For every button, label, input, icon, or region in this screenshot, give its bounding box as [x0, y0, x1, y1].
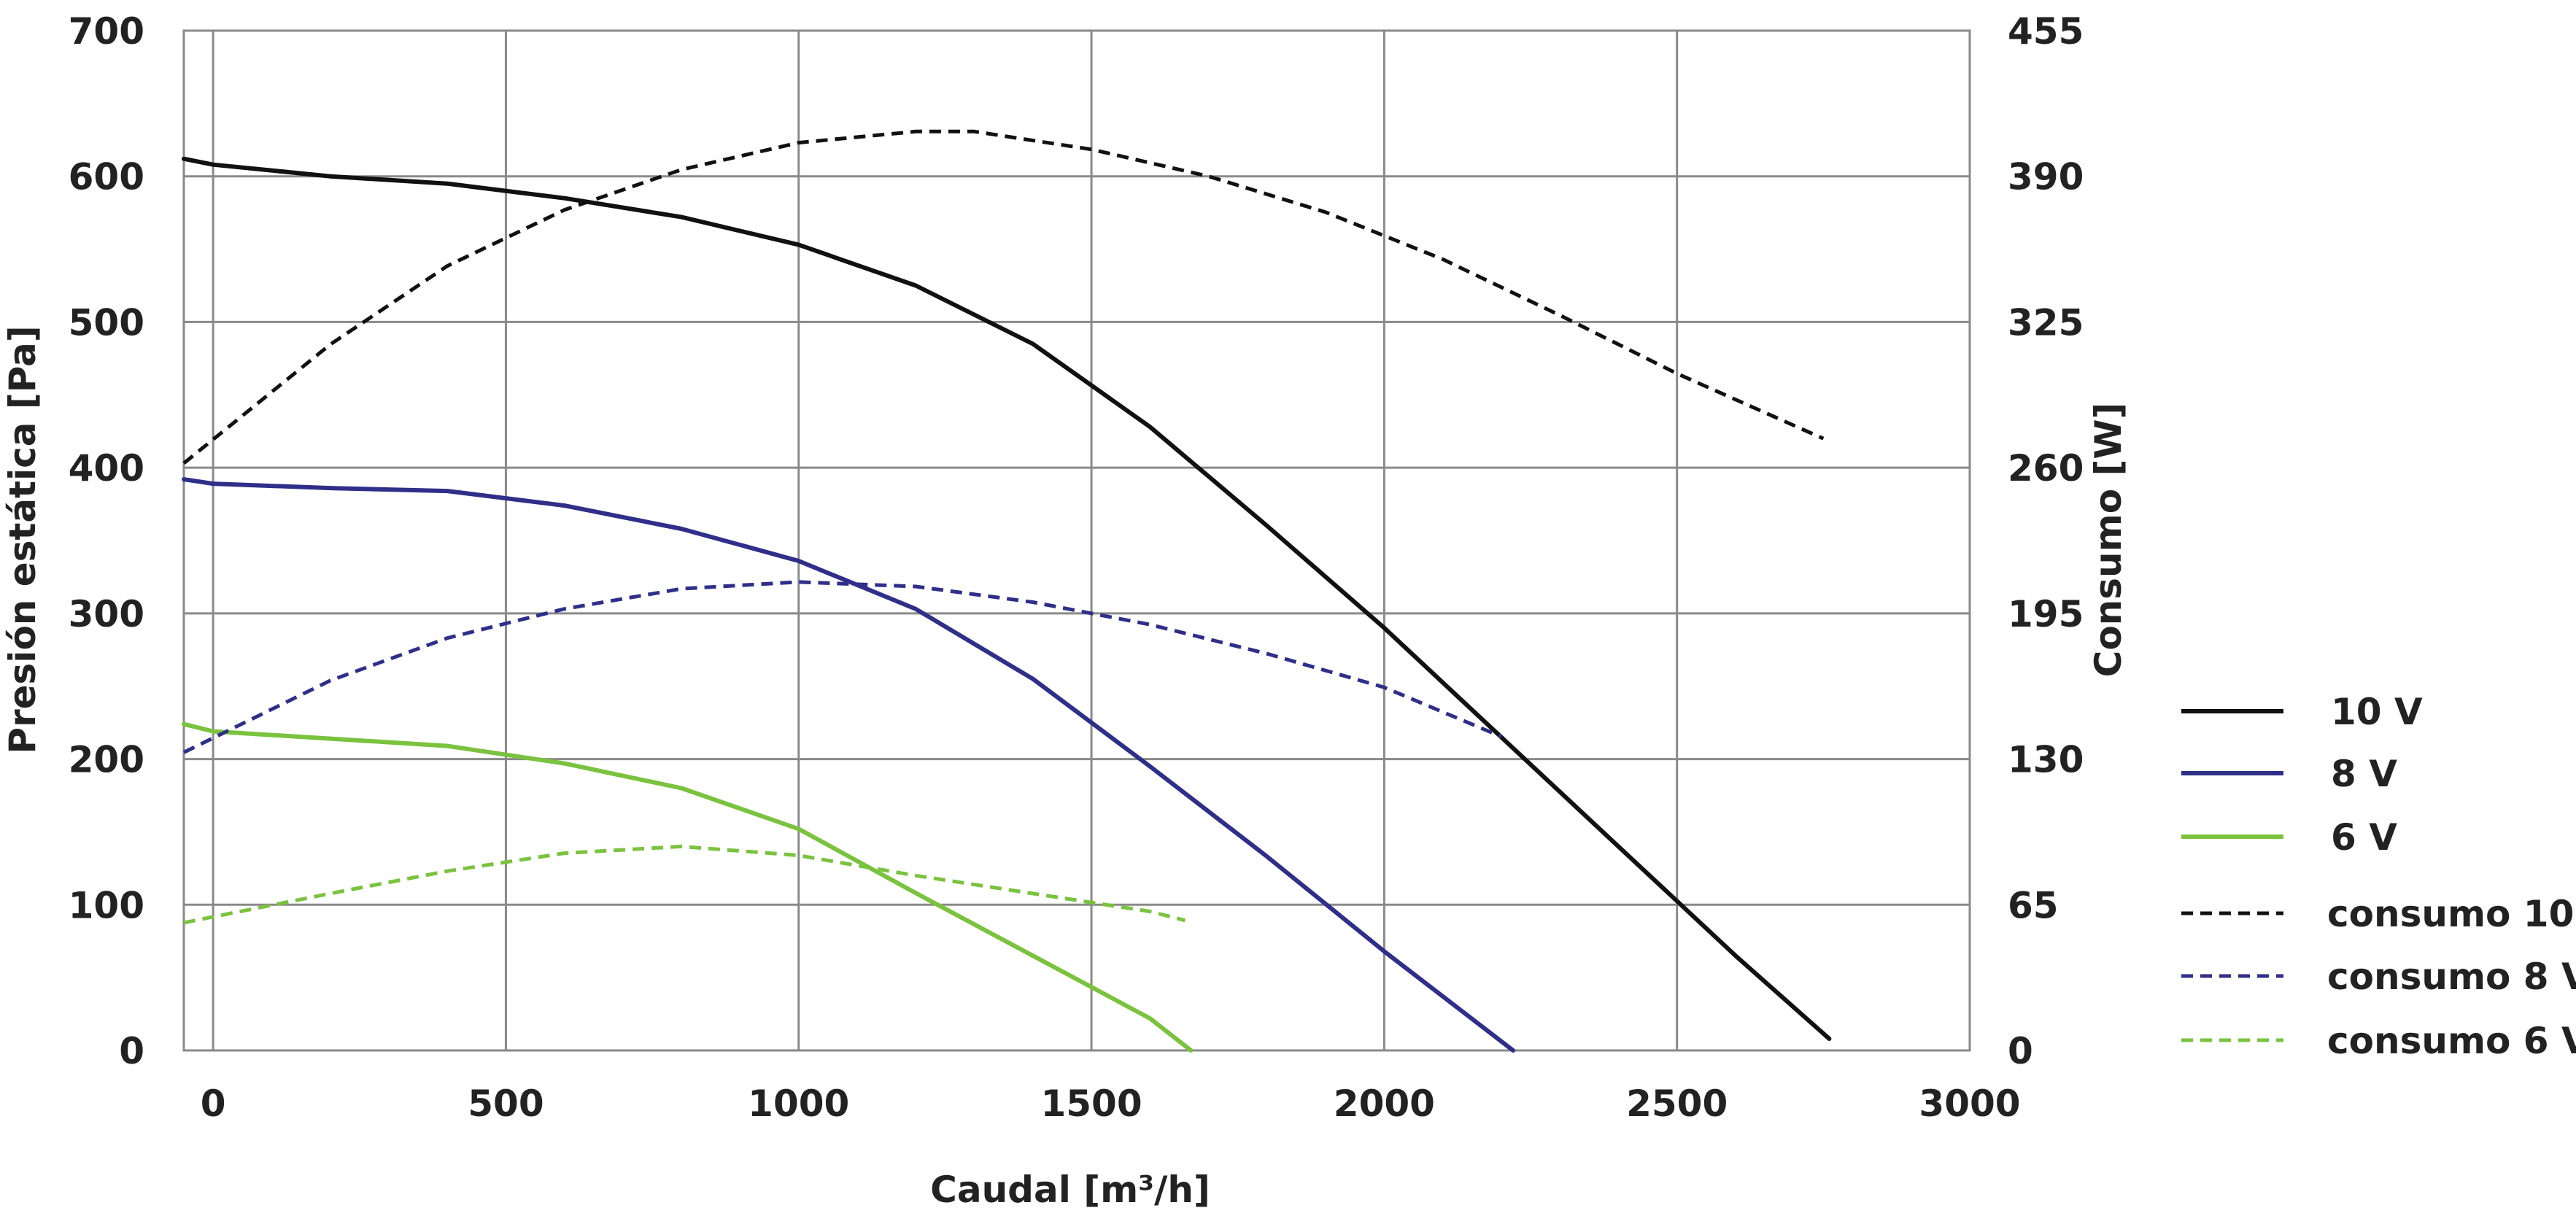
y-right-tick-label: 455 — [2008, 10, 2084, 53]
legend-label: consumo 10 V — [2327, 893, 2576, 935]
x-axis-label: Caudal [m³/h] — [930, 1169, 1210, 1211]
legend-label: 6 V — [2331, 816, 2397, 859]
ticks: 0 500 1000 1500 2000 2500 3000 0 0 100 65 200 130 300… — [69, 10, 2084, 1125]
y-axis-right-label: Consumo [W] — [2087, 403, 2130, 678]
y-right-tick-label: 195 — [2008, 593, 2084, 635]
y-right-tick-label: 390 — [2008, 156, 2084, 198]
y-tick-label: 200 — [69, 739, 144, 781]
series-line-6-v — [182, 721, 1194, 1053]
y-right-tick-label: 325 — [2008, 301, 2084, 344]
y-tick-label: 400 — [69, 447, 144, 489]
x-tick-label: 2000 — [1334, 1083, 1435, 1125]
y-right-tick-label: 130 — [2008, 739, 2084, 781]
x-tick-label: 500 — [468, 1083, 544, 1125]
series-line-10-v — [182, 156, 1832, 1041]
y-tick-label: 100 — [69, 884, 144, 926]
y-right-tick-label: 260 — [2008, 447, 2084, 489]
x-tick-label: 0 — [201, 1083, 226, 1125]
y-tick-label: 0 — [119, 1030, 144, 1072]
x-tick-label: 3000 — [1919, 1083, 2020, 1125]
legend-label: consumo 6 V — [2327, 1020, 2576, 1062]
y-tick-label: 300 — [69, 593, 144, 635]
x-tick-label: 2500 — [1626, 1083, 1728, 1125]
y-right-tick-label: 65 — [2008, 884, 2059, 926]
series-line-consumo-10-v — [182, 129, 1825, 465]
series — [182, 129, 1832, 1053]
series-line-consumo-8-v — [182, 580, 1502, 754]
legend-label: 10 V — [2331, 691, 2423, 733]
legend-label: 8 V — [2331, 753, 2397, 795]
legend: 10 V 8 V 6 V consumo 10 V consumo 8 V consumo… — [2181, 691, 2576, 1062]
grid — [182, 29, 1971, 1052]
x-tick-label: 1500 — [1040, 1083, 1142, 1125]
y-right-tick-label: 0 — [2008, 1030, 2033, 1072]
x-tick-label: 1000 — [748, 1083, 849, 1125]
y-tick-label: 700 — [69, 10, 144, 53]
series-line-consumo-6-v — [183, 844, 1186, 925]
legend-label: consumo 8 V — [2327, 956, 2576, 998]
y-axis-label: Presión estática [Pa] — [1, 325, 44, 754]
y-tick-label: 500 — [69, 301, 144, 344]
y-tick-label: 600 — [69, 156, 144, 198]
series-line-8-v — [182, 477, 1515, 1053]
